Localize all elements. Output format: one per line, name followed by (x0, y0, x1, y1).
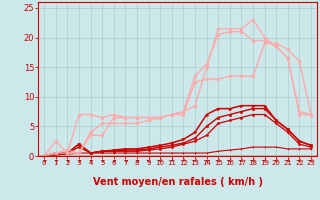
X-axis label: Vent moyen/en rafales ( km/h ): Vent moyen/en rafales ( km/h ) (92, 177, 263, 187)
